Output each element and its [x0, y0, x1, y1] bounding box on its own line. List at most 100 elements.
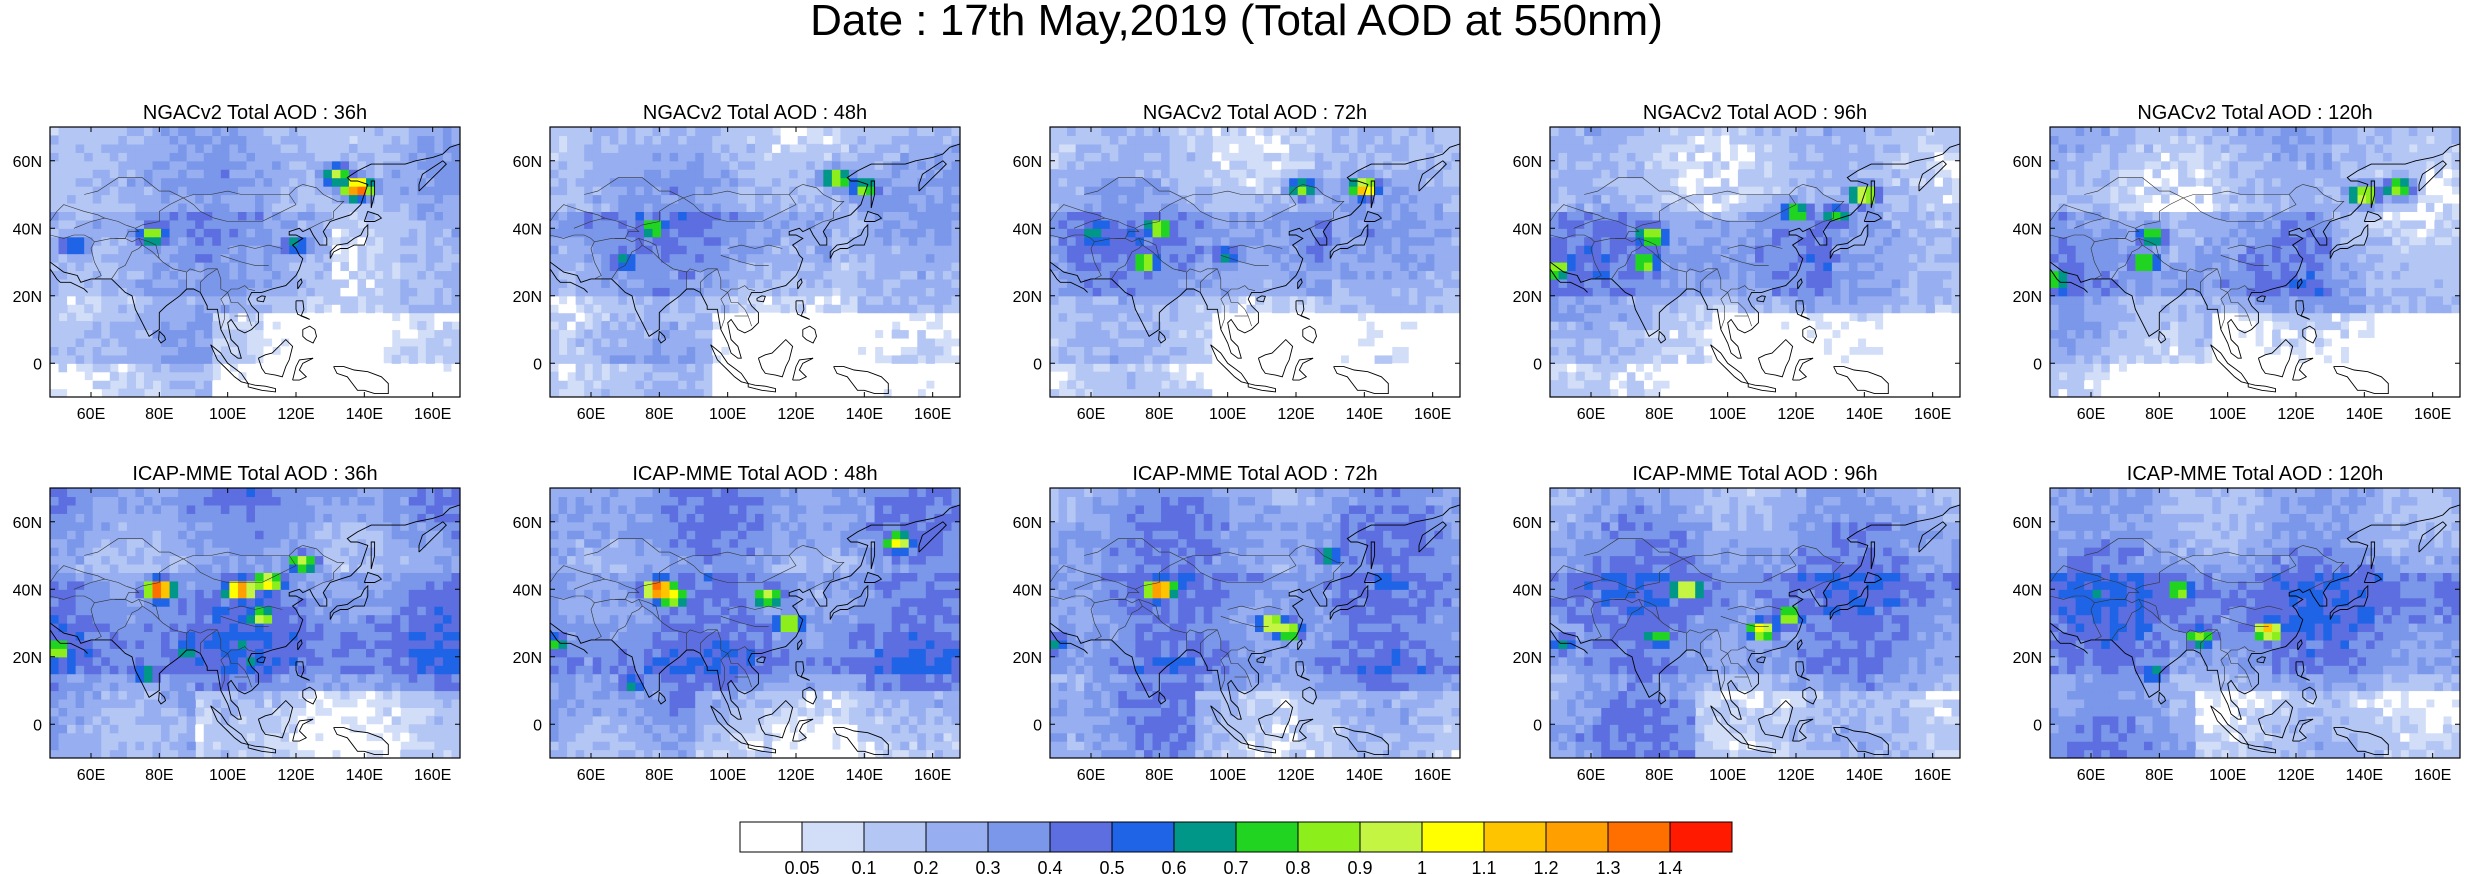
lat-tick-label: 0	[2033, 356, 2042, 373]
panel-title: NGACv2 Total AOD : 96h	[1643, 102, 1867, 124]
aod-field	[550, 488, 960, 758]
colorbar-swatch	[1049, 821, 1113, 853]
lon-tick-label: 100E	[1709, 406, 1746, 423]
coastlines	[2050, 143, 2460, 395]
colorbar-swatch	[863, 821, 927, 853]
lon-tick-label: 100E	[1209, 767, 1246, 784]
lat-tick-label: 60N	[1013, 515, 1042, 532]
panel-title: NGACv2 Total AOD : 36h	[143, 102, 367, 124]
panel-title: NGACv2 Total AOD : 48h	[643, 102, 867, 124]
lon-tick-label: 160E	[914, 767, 951, 784]
panel-frame	[1049, 487, 1461, 759]
lat-tick-label: 0	[2033, 717, 2042, 734]
lat-tick-label: 60N	[13, 154, 42, 171]
lat-tick-label: 20N	[513, 289, 542, 306]
lat-tick-label: 20N	[1513, 289, 1542, 306]
coastlines	[2050, 504, 2460, 756]
colorbar-label: 0.2	[913, 858, 938, 874]
panel-title: ICAP-MME Total AOD : 96h	[1632, 463, 1877, 485]
lon-tick-label: 100E	[709, 406, 746, 423]
lat-tick-label: 0	[1533, 717, 1542, 734]
lat-tick-label: 40N	[1013, 582, 1042, 599]
panel-frame	[1549, 487, 1961, 759]
lon-tick-label: 80E	[1145, 406, 1173, 423]
lon-tick-label: 80E	[1645, 767, 1673, 784]
map-panel: ICAP-MME Total AOD : 48h 60E 80E 100E 120E 14…	[513, 463, 961, 784]
coastlines	[1050, 504, 1460, 756]
lon-tick-label: 100E	[209, 406, 246, 423]
lat-tick-label: 0	[1533, 356, 1542, 373]
lat-tick-label: 20N	[513, 650, 542, 667]
aod-field	[1550, 488, 1960, 758]
lon-tick-label: 80E	[645, 406, 673, 423]
lon-tick-label: 120E	[777, 406, 814, 423]
panel-frame	[1049, 126, 1461, 398]
coastlines	[50, 504, 460, 756]
colorbar: 0.05 0.1 0.2 0.3 0.4 0.5 0.6 0.7 0.8 0.9 1 1.1 1.2 1.…	[739, 821, 1733, 874]
lon-tick-label: 100E	[2209, 767, 2246, 784]
colorbar-label: 0.4	[1037, 858, 1062, 874]
map-panel: NGACv2 Total AOD : 120h 60E 80E 100E 120E 140…	[2013, 102, 2461, 423]
aod-field	[2050, 488, 2460, 758]
map-panels: NGACv2 Total AOD : 36h 60E 80E 100E 120E 140E…	[13, 102, 2461, 784]
map-panel: NGACv2 Total AOD : 48h 60E 80E 100E 120E 140E…	[513, 102, 961, 423]
lat-tick-label: 20N	[1513, 650, 1542, 667]
map-panel: NGACv2 Total AOD : 96h 60E 80E 100E 120E 140E…	[1513, 102, 1961, 423]
lon-tick-label: 160E	[1414, 767, 1451, 784]
lon-tick-label: 160E	[414, 767, 451, 784]
colorbar-label: 0.7	[1223, 858, 1248, 874]
lon-tick-label: 120E	[277, 767, 314, 784]
lon-tick-label: 80E	[645, 767, 673, 784]
colorbar-swatch	[801, 821, 865, 853]
colorbar-label: 1.2	[1533, 858, 1558, 874]
colorbar-label: 0.8	[1285, 858, 1310, 874]
lat-tick-label: 20N	[2013, 650, 2042, 667]
lon-tick-label: 120E	[277, 406, 314, 423]
panel-frame	[549, 487, 961, 759]
panel-frame	[49, 487, 461, 759]
lon-tick-label: 160E	[1414, 406, 1451, 423]
panel-title: NGACv2 Total AOD : 72h	[1143, 102, 1367, 124]
lon-tick-label: 120E	[2277, 406, 2314, 423]
coastlines	[550, 504, 960, 756]
colorbar-swatch	[1359, 821, 1423, 853]
colorbar-swatch	[1235, 821, 1299, 853]
lat-tick-label: 40N	[513, 221, 542, 238]
lon-tick-label: 160E	[1914, 406, 1951, 423]
panel-title: ICAP-MME Total AOD : 72h	[1132, 463, 1377, 485]
lon-tick-label: 160E	[1914, 767, 1951, 784]
lon-tick-label: 100E	[1709, 767, 1746, 784]
colorbar-swatch	[1483, 821, 1547, 853]
lon-tick-label: 80E	[1145, 767, 1173, 784]
lat-tick-label: 40N	[2013, 221, 2042, 238]
lat-tick-label: 60N	[1013, 154, 1042, 171]
lon-tick-label: 60E	[2077, 406, 2105, 423]
lon-tick-label: 60E	[1077, 406, 1105, 423]
lat-tick-label: 40N	[1513, 582, 1542, 599]
lat-tick-label: 60N	[2013, 515, 2042, 532]
lon-tick-label: 140E	[1846, 406, 1883, 423]
lat-tick-label: 20N	[2013, 289, 2042, 306]
coastlines	[50, 143, 460, 395]
lon-tick-label: 160E	[2414, 767, 2451, 784]
lon-tick-label: 60E	[577, 767, 605, 784]
lat-tick-label: 20N	[13, 289, 42, 306]
colorbar-swatch	[1173, 821, 1237, 853]
lat-tick-label: 60N	[513, 154, 542, 171]
lat-tick-label: 0	[1033, 356, 1042, 373]
lon-tick-label: 120E	[2277, 767, 2314, 784]
lat-tick-label: 20N	[13, 650, 42, 667]
colorbar-swatch	[1669, 821, 1733, 853]
coastlines	[550, 143, 960, 395]
lat-tick-label: 60N	[513, 515, 542, 532]
colorbar-label: 1.1	[1471, 858, 1496, 874]
lat-tick-label: 40N	[13, 221, 42, 238]
lon-tick-label: 100E	[2209, 406, 2246, 423]
lon-tick-label: 140E	[2346, 767, 2383, 784]
lat-tick-label: 40N	[1013, 221, 1042, 238]
map-panel: ICAP-MME Total AOD : 120h 60E 80E 100E 120E 1…	[2013, 463, 2461, 784]
aod-field	[2050, 127, 2460, 397]
colorbar-label: 0.5	[1099, 858, 1124, 874]
lat-tick-label: 0	[533, 717, 542, 734]
panel-title: ICAP-MME Total AOD : 36h	[132, 463, 377, 485]
